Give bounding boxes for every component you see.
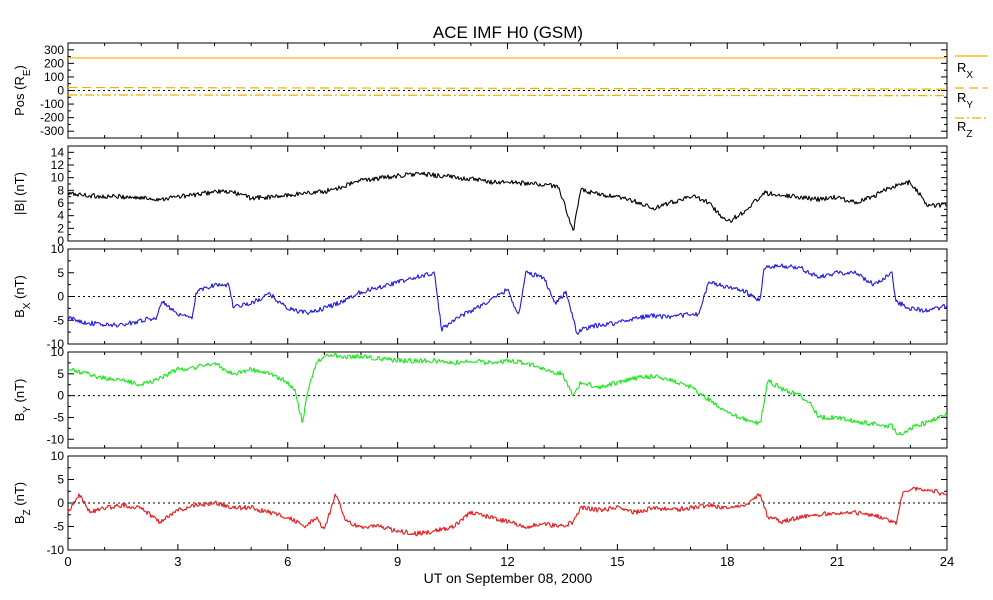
y-tick-label: -10 (47, 432, 65, 446)
y-tick-label: 10 (51, 242, 65, 256)
x-tick-label: 15 (610, 554, 624, 569)
series-line (67, 486, 948, 537)
panel-frame (67, 351, 948, 449)
x-tick-label: 6 (284, 554, 291, 569)
y-tick-label: 0 (57, 496, 64, 510)
x-tick-label: 21 (830, 554, 844, 569)
y-tick-label: -5 (53, 313, 64, 327)
x-tick-label: 12 (500, 554, 514, 569)
y-axis-label: Pos (RE) (12, 65, 33, 116)
series-line (67, 352, 948, 436)
y-tick-label: 2 (57, 221, 64, 235)
y-tick-label: 0 (57, 84, 64, 98)
y-tick-label: 5 (57, 367, 64, 381)
x-tick-label: 18 (720, 554, 734, 569)
y-tick-label: -10 (47, 337, 65, 351)
y-tick-label: 10 (51, 171, 65, 185)
y-axis-label: BZ (nT) (12, 482, 33, 524)
x-axis-label: UT on September 08, 2000 (424, 570, 593, 586)
y-tick-label: 300 (44, 43, 64, 57)
y-tick-label: 0 (57, 234, 64, 248)
y-tick-label: 10 (51, 449, 65, 463)
panel-frame (67, 145, 948, 242)
x-axis: 0 3 6 9 12 15 18 21 24 (64, 554, 954, 569)
y-tick-label: 4 (57, 209, 64, 223)
series-line (67, 171, 948, 231)
y-tick-label: -5 (53, 410, 64, 424)
y-tick-label: 100 (44, 70, 64, 84)
y-tick-label: 0 (57, 389, 64, 403)
y-tick-label: -300 (40, 124, 64, 138)
y-tick-label: -10 (47, 543, 65, 557)
legend: RX RY RZ (955, 55, 988, 140)
y-tick-label: -5 (53, 520, 64, 534)
chart-title: ACE IMF H0 (GSM) (433, 23, 583, 42)
bx-panel: -10 -5 0 5 10 BX (nT) (12, 242, 948, 351)
x-tick-label: 0 (64, 554, 71, 569)
by-panel: -10 -5 0 5 10 BY (nT) (12, 345, 948, 449)
x-tick-label: 24 (940, 554, 954, 569)
x-tick-label: 9 (394, 554, 401, 569)
series-line-rz (67, 94, 948, 97)
series-line (67, 263, 948, 335)
y-tick-label: 8 (57, 183, 64, 197)
y-tick-label: 12 (51, 158, 65, 172)
y-tick-label: 6 (57, 196, 64, 210)
y-tick-label: -200 (40, 111, 64, 125)
y-tick-label: 5 (57, 473, 64, 487)
y-tick-label: 5 (57, 266, 64, 280)
legend-label: RY (957, 90, 973, 111)
y-tick-label: 14 (51, 145, 65, 159)
y-axis-label: BX (nT) (12, 275, 33, 318)
x-tick-label: 3 (174, 554, 181, 569)
y-axis-label: |B| (nT) (12, 172, 27, 215)
y-tick-label: 10 (51, 345, 65, 359)
y-tick-label: -100 (40, 97, 64, 111)
legend-label: RZ (957, 119, 973, 140)
y-tick-label: 0 (57, 290, 64, 304)
series-line-ry (67, 86, 948, 90)
legend-label: RX (957, 60, 973, 81)
y-axis-label: BY (nT) (12, 379, 33, 422)
y-tick-label: 200 (44, 56, 64, 70)
bz-panel: -10 -5 0 5 10 BZ (nT) (12, 449, 948, 557)
